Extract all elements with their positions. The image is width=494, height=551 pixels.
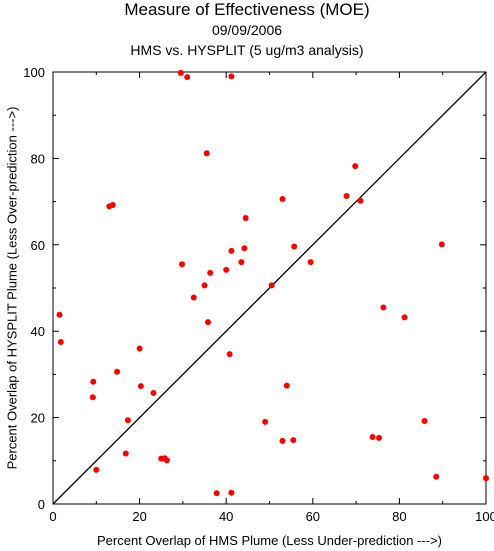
chart-date: 09/09/2006 bbox=[211, 22, 283, 38]
y-axis-ticks: 0 20 40 60 80 100 bbox=[23, 65, 486, 512]
data-point bbox=[184, 74, 191, 81]
data-point bbox=[57, 339, 64, 345]
data-point bbox=[268, 282, 275, 289]
data-point bbox=[150, 389, 157, 396]
data-point bbox=[228, 73, 235, 80]
x-axis-label: Percent Overlap of HMS Plume (Less Under… bbox=[97, 533, 442, 548]
x-tick-label: 20 bbox=[132, 509, 146, 524]
data-point bbox=[213, 490, 220, 497]
y-tick-label: 100 bbox=[23, 65, 45, 80]
reference-diagonal-line bbox=[52, 71, 487, 505]
x-axis-ticks: 0 20 40 60 80 100 bbox=[49, 72, 494, 524]
data-point bbox=[279, 196, 286, 203]
data-point bbox=[89, 394, 96, 401]
x-tick-label: 40 bbox=[219, 509, 233, 524]
data-point bbox=[163, 457, 170, 464]
data-points bbox=[56, 69, 489, 497]
x-tick-label: 0 bbox=[49, 509, 56, 524]
data-point bbox=[109, 202, 116, 209]
x-tick-label: 100 bbox=[475, 509, 494, 524]
data-point bbox=[242, 215, 249, 222]
data-point bbox=[401, 314, 408, 321]
data-point bbox=[238, 259, 245, 266]
data-point bbox=[483, 475, 489, 482]
data-point bbox=[357, 197, 364, 204]
data-point bbox=[201, 282, 208, 289]
data-point bbox=[279, 437, 286, 444]
data-point bbox=[190, 294, 197, 301]
data-point bbox=[380, 304, 387, 311]
chart-subtitle: HMS vs. HYSPLIT (5 ug/m3 analysis) bbox=[130, 42, 364, 58]
x-tick-label: 80 bbox=[392, 509, 406, 524]
data-point bbox=[352, 163, 359, 170]
data-point bbox=[124, 417, 131, 424]
y-tick-label: 40 bbox=[31, 324, 45, 339]
data-point bbox=[369, 434, 376, 441]
data-point bbox=[228, 489, 235, 496]
data-point bbox=[93, 466, 100, 473]
data-point bbox=[291, 243, 298, 250]
chart-title: Measure of Effectiveness (MOE) bbox=[124, 0, 370, 19]
data-point bbox=[114, 368, 121, 375]
data-point bbox=[203, 150, 210, 157]
data-point bbox=[290, 437, 297, 444]
data-point bbox=[177, 69, 184, 76]
data-point bbox=[223, 266, 230, 273]
data-point bbox=[228, 247, 235, 254]
data-point bbox=[376, 434, 383, 441]
data-point bbox=[307, 259, 314, 266]
data-point bbox=[137, 383, 144, 390]
y-axis-label: Percent Overlap of HYSPLIT Plume (Less O… bbox=[5, 107, 20, 470]
y-tick-label: 0 bbox=[38, 497, 45, 512]
data-point bbox=[343, 192, 350, 199]
data-point bbox=[136, 345, 143, 352]
data-point bbox=[90, 378, 97, 385]
data-point bbox=[205, 319, 212, 326]
data-point bbox=[433, 473, 440, 480]
y-tick-label: 80 bbox=[31, 151, 45, 166]
data-point bbox=[421, 418, 428, 425]
data-point bbox=[438, 241, 445, 248]
data-point bbox=[56, 311, 63, 318]
data-point bbox=[122, 450, 129, 457]
data-point bbox=[179, 261, 186, 268]
data-point bbox=[207, 269, 214, 276]
data-point bbox=[283, 382, 290, 389]
data-point bbox=[262, 418, 269, 425]
data-point bbox=[241, 245, 248, 252]
y-tick-label: 60 bbox=[31, 238, 45, 253]
x-tick-label: 60 bbox=[306, 509, 320, 524]
y-tick-label: 20 bbox=[31, 411, 45, 426]
data-point bbox=[226, 351, 233, 358]
